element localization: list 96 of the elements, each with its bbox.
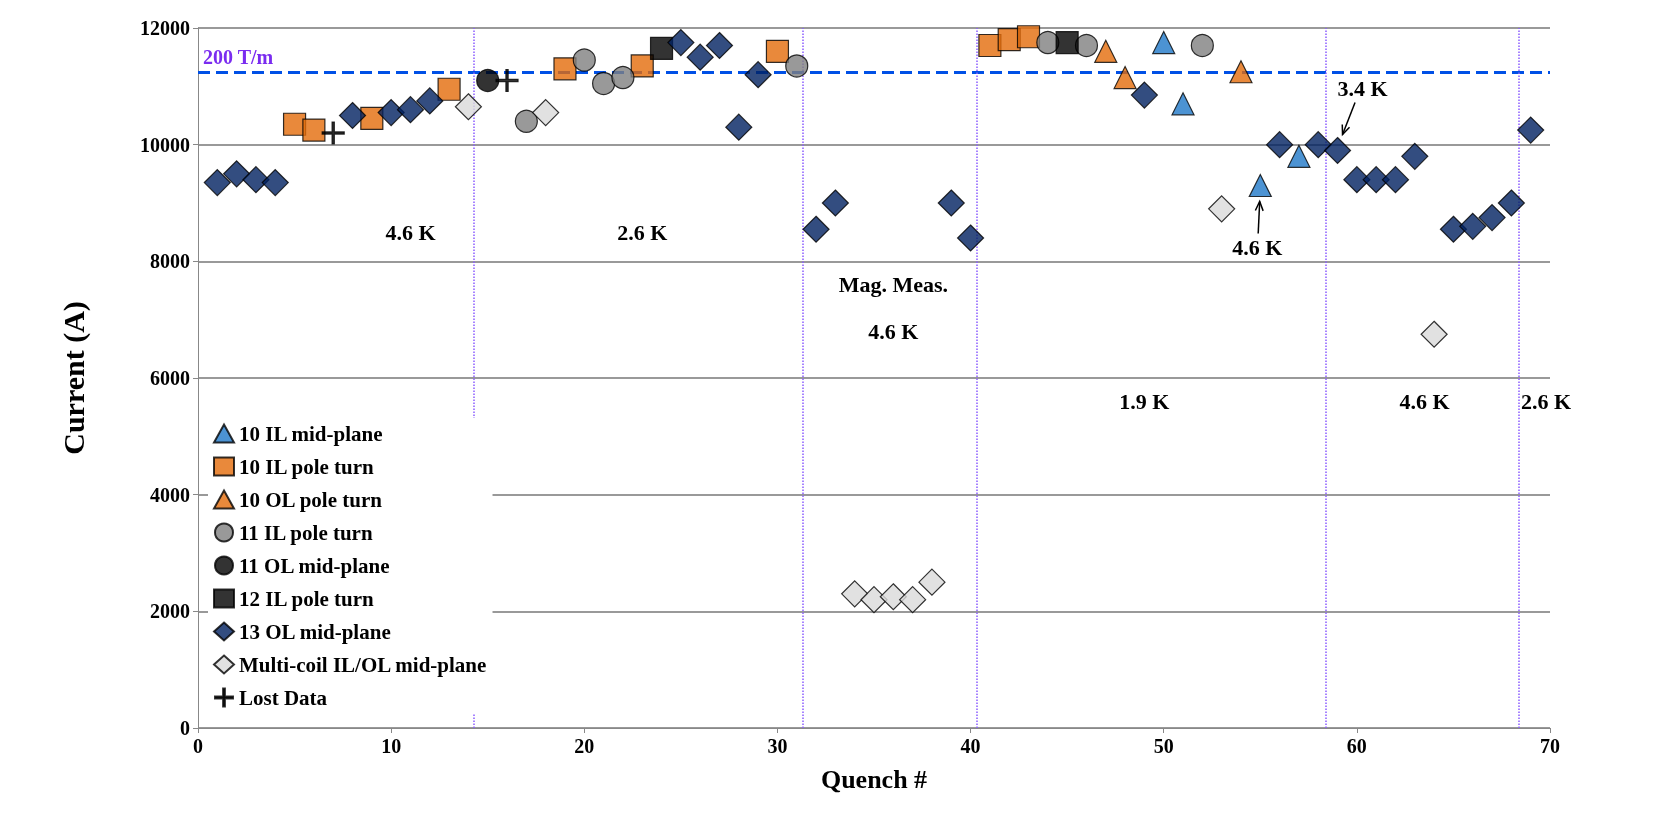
legend-label: 10 OL pole turn — [239, 487, 383, 512]
annotation: Mag. Meas. — [838, 272, 948, 298]
point — [1130, 81, 1158, 109]
point — [203, 168, 231, 197]
annotation: 1.9 K — [1119, 388, 1170, 414]
point — [495, 68, 519, 93]
point — [860, 586, 888, 614]
point — [1459, 212, 1487, 240]
legend-label: 10 IL mid-plane — [239, 421, 383, 446]
x-tick-label: 60 — [1346, 735, 1367, 757]
point — [437, 77, 461, 101]
ref-line-label: 200 T/m — [203, 45, 274, 68]
point — [821, 189, 849, 217]
point — [1323, 136, 1352, 165]
point — [416, 87, 444, 115]
point — [514, 109, 538, 133]
point — [899, 586, 927, 614]
annotation: 4.6 K — [1399, 388, 1450, 414]
point — [1208, 195, 1236, 223]
point — [1478, 203, 1506, 232]
annotation: 4.6 K — [868, 318, 919, 344]
x-tick-label: 50 — [1153, 735, 1174, 757]
point — [532, 98, 560, 127]
point — [802, 215, 830, 243]
point — [1171, 92, 1195, 116]
point — [338, 101, 367, 130]
point — [1266, 131, 1294, 159]
legend-label: 11 OL mid-plane — [239, 553, 390, 578]
x-tick-label: 10 — [381, 735, 402, 757]
point — [937, 189, 965, 217]
y-tick-label: 8000 — [150, 250, 190, 273]
y-tick-label: 10000 — [140, 133, 190, 156]
point — [1287, 144, 1311, 168]
annotation: 4.6 K — [1232, 235, 1283, 260]
legend-label: Multi-coil IL/OL mid-plane — [239, 652, 487, 677]
point — [978, 33, 1002, 58]
point — [1190, 33, 1214, 58]
point — [1248, 173, 1272, 198]
point — [1401, 142, 1429, 170]
point — [705, 31, 734, 60]
point — [261, 168, 289, 197]
point — [377, 98, 405, 127]
y-tick-label: 4000 — [150, 483, 190, 506]
point — [765, 39, 790, 63]
point — [918, 568, 946, 596]
point — [454, 93, 482, 121]
point — [667, 28, 695, 57]
point — [1094, 39, 1118, 63]
y-tick-label: 0 — [180, 717, 190, 739]
point — [1055, 30, 1079, 55]
point — [785, 54, 809, 78]
x-tick-label: 20 — [574, 735, 595, 757]
point — [553, 57, 577, 81]
point — [1152, 30, 1176, 55]
point — [321, 121, 345, 145]
y-tick-label: 6000 — [150, 367, 190, 389]
point — [1113, 65, 1137, 90]
point — [396, 96, 425, 124]
point — [476, 68, 500, 93]
point — [1420, 320, 1448, 348]
legend-label: 11 IL pole turn — [239, 520, 373, 545]
point — [1016, 25, 1041, 49]
point — [611, 65, 635, 90]
x-axis-title: Quench # — [820, 764, 928, 794]
point — [223, 160, 251, 188]
point — [956, 224, 985, 252]
point — [841, 580, 869, 608]
point — [1381, 166, 1410, 194]
point — [302, 118, 326, 142]
x-tick-label: 40 — [960, 735, 981, 757]
point — [572, 48, 596, 72]
annotation: 4.6 K — [385, 219, 436, 245]
point — [1304, 131, 1332, 159]
point — [242, 166, 270, 194]
point — [630, 54, 654, 78]
point — [1497, 189, 1525, 217]
point — [592, 71, 616, 96]
y-tick-label: 2000 — [150, 600, 190, 623]
annotation: 2.6 K — [617, 219, 668, 245]
y-axis-title: Current (A) — [56, 301, 91, 455]
point — [1229, 60, 1253, 84]
point — [1517, 116, 1545, 144]
x-tick-label: 30 — [767, 735, 788, 757]
annotation: 3.4 K — [1337, 76, 1388, 101]
point — [649, 36, 674, 61]
legend-label: 10 IL pole turn — [239, 454, 375, 479]
legend-label: Lost Data — [239, 685, 328, 710]
legend-label: 12 IL pole turn — [239, 586, 375, 611]
point — [725, 113, 753, 141]
x-tick-label: 70 — [1540, 735, 1560, 757]
y-tick-label: 12000 — [140, 17, 190, 39]
legend-label: 13 OL mid-plane — [239, 619, 391, 644]
annotation: 2.6 K — [1521, 388, 1572, 414]
point — [686, 43, 714, 71]
point — [744, 61, 772, 89]
point — [879, 583, 907, 611]
